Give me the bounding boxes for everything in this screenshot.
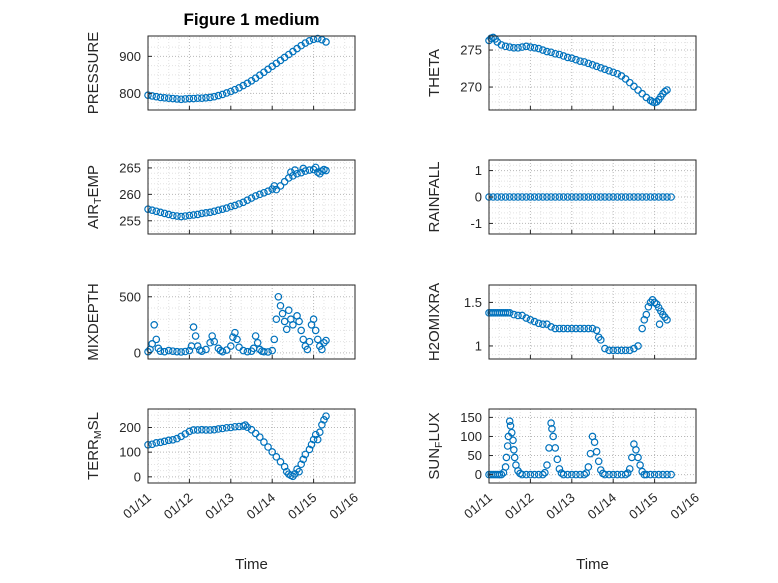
x-tick-label: 01/14	[585, 490, 620, 522]
theta-ytick-label: 275	[460, 43, 482, 58]
x-tick-label: 01/13	[543, 490, 578, 522]
terrmsl-ylabel: TERRMSL	[85, 412, 104, 480]
terrmsl-ytick-label: 100	[119, 445, 141, 460]
subplot-terrmsl: 0 100 200 TERRMSL 01/11 01/12 01/13 01/14 01/15 0…	[75, 401, 369, 583]
mixdepth-points	[144, 292, 330, 356]
x-tick-label: 01/12	[502, 490, 537, 522]
airtemp-plot: 255 260 265 AIRTEMP	[85, 159, 356, 235]
rainfall-plot: -1 0 1 RAINFALL	[426, 159, 697, 235]
terrmsl-axes-box	[147, 408, 356, 484]
subplot-h2omixra: 1 1.5 H2OMIXRA	[416, 277, 710, 375]
rainfall-ytick-label: -1	[470, 216, 482, 231]
pressure-axes-box	[147, 35, 356, 111]
h2omixra-ytick-label: 1.5	[464, 295, 482, 310]
x-tick-label: 01/14	[244, 490, 279, 522]
subplot-sunflux: 0 50 100 150 SUNFLUX 01/11 01/12 01/13 01/14 01/1…	[416, 401, 710, 583]
sunflux-ytick-label: 150	[460, 410, 482, 425]
airtemp-ytick-label: 260	[119, 187, 141, 202]
airtemp-points	[144, 163, 330, 221]
h2omixra-plot: 1 1.5 H2OMIXRA	[426, 283, 697, 361]
x-axis-label: Time	[576, 556, 609, 573]
h2omixra-ylabel: H2OMIXRA	[426, 283, 443, 361]
pressure-ytick-label: 800	[119, 86, 141, 101]
x-axis-label: Time	[235, 556, 268, 573]
rainfall-ytick-label: 1	[475, 163, 482, 178]
pressure-ylabel: PRESSURE	[85, 32, 102, 115]
theta-axes-box	[488, 35, 697, 111]
airtemp-ylabel: AIRTEMP	[85, 165, 104, 229]
mixdepth-ytick-label: 500	[119, 289, 141, 304]
x-tick-label: 01/16	[326, 490, 361, 522]
h2omixra-ytick-label: 1	[475, 338, 482, 353]
sunflux-ytick-label: 50	[468, 448, 482, 463]
h2omixra-points	[485, 295, 671, 355]
sunflux-ylabel: SUNFLUX	[426, 412, 445, 479]
terrmsl-ytick-label: 0	[134, 469, 141, 484]
subplot-mixdepth: 0 500 MIXDEPTH	[75, 277, 369, 375]
x-tick-label: 01/16	[667, 490, 702, 522]
sunflux-ytick-label: 100	[460, 429, 482, 444]
terrmsl-ytick-label: 200	[119, 420, 141, 435]
subplot-airtemp: 255 260 265 AIRTEMP	[75, 152, 369, 250]
x-tick-label: 01/15	[626, 490, 661, 522]
subplot-rainfall: -1 0 1 RAINFALL	[416, 152, 710, 250]
subplot-theta: 270 275 THETA	[416, 28, 710, 126]
h2omixra-axes-box	[488, 284, 697, 360]
airtemp-ytick-label: 265	[119, 160, 141, 175]
theta-plot: 270 275 THETA	[426, 33, 697, 111]
x-tick-label: 01/12	[161, 490, 196, 522]
pressure-points	[144, 34, 330, 104]
figure-title: Figure 1 medium	[183, 10, 320, 29]
rainfall-points	[485, 193, 675, 201]
mixdepth-ylabel: MIXDEPTH	[85, 283, 102, 361]
airtemp-ytick-label: 255	[119, 213, 141, 228]
mixdepth-plot: 0 500 MIXDEPTH	[85, 283, 356, 361]
sunflux-ytick-label: 0	[475, 467, 482, 482]
pressure-ytick-label: 900	[119, 49, 141, 64]
theta-ylabel: THETA	[426, 49, 443, 97]
x-tick-label: 01/11	[120, 490, 154, 522]
x-tick-label: 01/15	[285, 490, 320, 522]
terrmsl-plot: 0 100 200 TERRMSL 01/11 01/12 01/13 01/14 01/15 0…	[85, 408, 361, 573]
rainfall-ylabel: RAINFALL	[426, 162, 443, 233]
x-tick-label: 01/11	[461, 490, 495, 522]
x-tick-label: 01/13	[202, 490, 237, 522]
terrmsl-points	[144, 412, 330, 481]
subplot-pressure: 800 900 PRESSURE	[75, 28, 369, 126]
airtemp-axes-box	[147, 159, 356, 235]
rainfall-ytick-label: 0	[475, 190, 482, 205]
mixdepth-ytick-label: 0	[134, 345, 141, 360]
mixdepth-axes-box	[147, 284, 356, 360]
pressure-plot: 800 900 PRESSURE	[85, 32, 356, 115]
theta-grid	[488, 36, 697, 110]
sunflux-axes-box	[488, 408, 697, 484]
terrmsl-grid	[147, 408, 356, 484]
theta-ytick-label: 270	[460, 80, 482, 95]
